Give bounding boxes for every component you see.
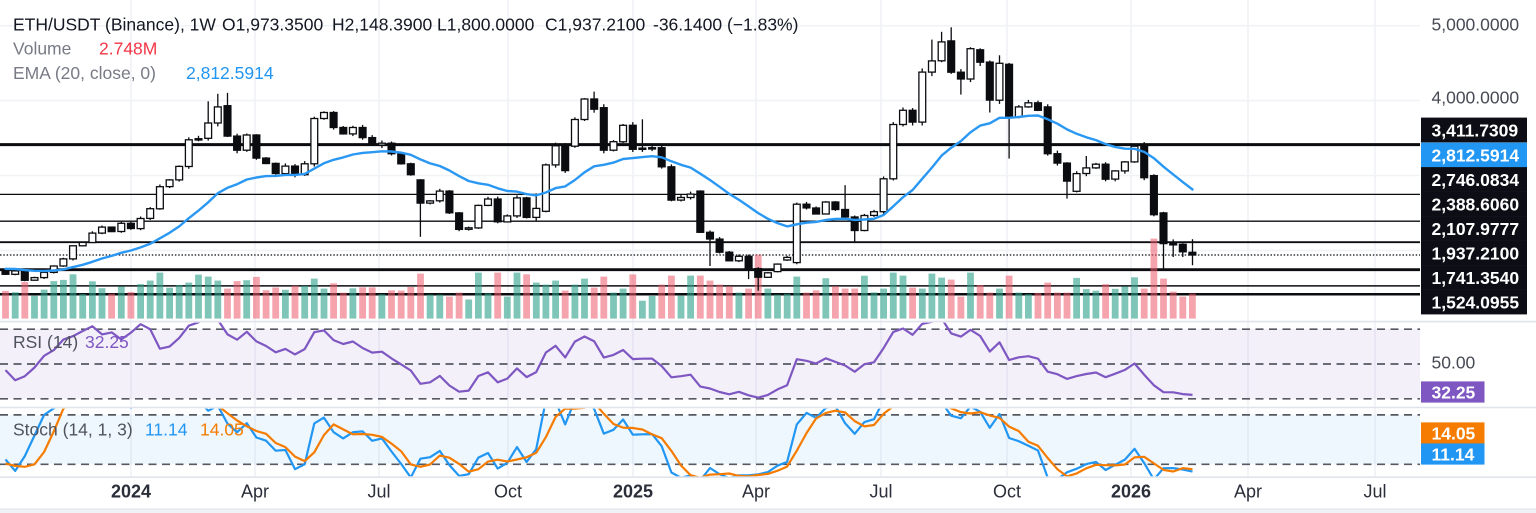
svg-text:O1,973.3500: O1,973.3500: [222, 15, 323, 35]
svg-text:2025: 2025: [613, 482, 653, 502]
svg-text:Oct: Oct: [993, 482, 1021, 502]
svg-text:3,411.7309: 3,411.7309: [1432, 121, 1519, 141]
svg-text:50.00: 50.00: [1432, 353, 1476, 373]
svg-text:Apr: Apr: [742, 482, 770, 502]
svg-text:Jul: Jul: [869, 482, 892, 502]
svg-text:5,000.0000: 5,000.0000: [1432, 15, 1520, 35]
svg-text:32.25: 32.25: [85, 332, 129, 352]
svg-text:11.14: 11.14: [1432, 445, 1475, 465]
svg-text:RSI (14): RSI (14): [13, 332, 78, 352]
svg-text:11.14: 11.14: [145, 420, 188, 440]
svg-text:EMA (20, close, 0): EMA (20, close, 0): [13, 63, 156, 83]
svg-text:2,388.6060: 2,388.6060: [1432, 195, 1520, 215]
svg-text:32.25: 32.25: [1432, 383, 1476, 403]
svg-text:Oct: Oct: [494, 482, 522, 502]
svg-text:2,107.9777: 2,107.9777: [1432, 219, 1520, 239]
svg-text:2026: 2026: [1111, 482, 1151, 502]
svg-text:Apr: Apr: [1234, 482, 1262, 502]
svg-text:Jul: Jul: [367, 482, 390, 502]
svg-text:1,937.2100: 1,937.2100: [1432, 244, 1520, 264]
svg-text:14.05: 14.05: [1432, 424, 1476, 444]
svg-text:2024: 2024: [111, 482, 151, 502]
svg-text:2,812.5914: 2,812.5914: [1432, 146, 1520, 166]
svg-text:1,741.3540: 1,741.3540: [1432, 268, 1520, 288]
svg-text:14.05: 14.05: [200, 420, 244, 440]
svg-text:Volume: Volume: [13, 39, 71, 59]
svg-text:2,812.5914: 2,812.5914: [186, 63, 274, 83]
svg-text:2,746.0834: 2,746.0834: [1432, 170, 1520, 190]
svg-text:L1,800.0000: L1,800.0000: [437, 15, 535, 35]
svg-text:1,524.0955: 1,524.0955: [1432, 293, 1520, 313]
svg-text:Jul: Jul: [1363, 482, 1386, 502]
svg-text:4,000.0000: 4,000.0000: [1432, 88, 1520, 108]
svg-text:-36.1400 (−1.83%): -36.1400 (−1.83%): [653, 15, 798, 35]
svg-text:ETH/USDT (Binance), 1W: ETH/USDT (Binance), 1W: [13, 15, 216, 35]
svg-text:Apr: Apr: [241, 482, 269, 502]
svg-text:H2,148.3900: H2,148.3900: [332, 15, 432, 35]
svg-text:2.748M: 2.748M: [99, 39, 157, 59]
svg-text:Stoch (14, 1, 3): Stoch (14, 1, 3): [13, 420, 133, 440]
svg-text:C1,937.2100: C1,937.2100: [545, 15, 645, 35]
